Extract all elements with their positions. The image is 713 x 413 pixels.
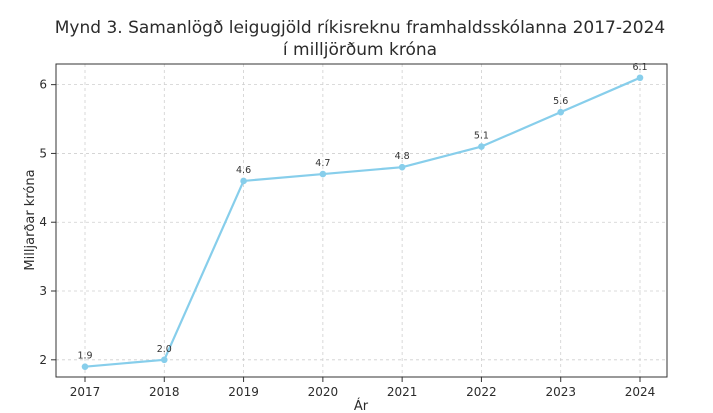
series-polyline (84, 76, 641, 368)
y-tick-label: 3 (39, 284, 47, 298)
data-label: 4.6 (236, 165, 251, 176)
grid-lines (56, 64, 667, 377)
data-label: 4.7 (315, 158, 330, 169)
data-point (319, 170, 327, 178)
data-label: 4.8 (395, 151, 410, 162)
x-tick-label: 2023 (545, 385, 576, 399)
x-axis-label: Ár (354, 398, 369, 413)
data-label: 1.9 (77, 351, 92, 362)
x-tick-label: 2017 (70, 385, 101, 399)
plot-frame (55, 63, 668, 378)
data-point (160, 356, 168, 364)
data-point (636, 74, 644, 82)
x-tick-label: 2021 (387, 385, 418, 399)
y-tick-label: 5 (39, 146, 47, 160)
tick-labels: 2017 2018 2019 2020 2021 2022 2023 2024 2 3 4 5 6 (39, 78, 655, 399)
data-point (557, 108, 565, 116)
x-tick-label: 2018 (149, 385, 180, 399)
chart-title-line-2: í milljörðum króna (283, 40, 437, 60)
x-tick-label: 2020 (308, 385, 339, 399)
y-tick-label: 4 (39, 215, 47, 229)
chart-title-line-1: Mynd 3. Samanlögð leigugjöld ríkisreknu … (55, 18, 666, 38)
data-label: 5.1 (474, 131, 489, 142)
y-tick-label: 2 (39, 353, 47, 367)
y-axis-label: Milljarðar króna (23, 169, 38, 270)
y-tick-label: 6 (39, 78, 47, 92)
series-line (84, 76, 641, 368)
axes (55, 63, 668, 378)
x-tick-label: 2019 (228, 385, 259, 399)
data-point (398, 163, 406, 171)
data-point (478, 143, 485, 150)
x-tick-label: 2024 (625, 385, 656, 399)
data-point (240, 177, 247, 185)
data-label: 6.1 (632, 62, 647, 73)
data-labels: 1.9 2.0 4.6 4.7 4.8 5.1 5.6 6.1 (77, 62, 647, 362)
data-label: 5.6 (553, 96, 568, 107)
data-label: 2.0 (157, 344, 172, 355)
data-point (81, 363, 89, 370)
x-tick-label: 2022 (466, 385, 497, 399)
data-points (81, 74, 644, 370)
